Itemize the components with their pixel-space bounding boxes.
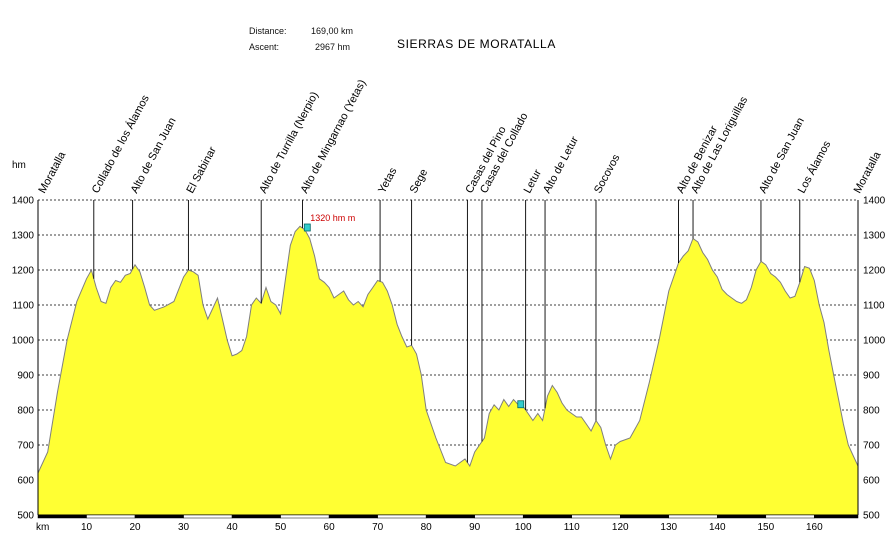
y-tick-label-right: 800 xyxy=(863,406,880,417)
annotations: 1320 hm m xyxy=(303,213,525,409)
ascent-label: Ascent: xyxy=(249,42,280,52)
x-tick-label: 10 xyxy=(81,522,93,533)
ascent-value: 2967 hm xyxy=(315,42,351,52)
x-tick-label: 160 xyxy=(806,522,823,533)
scale-bar-segment xyxy=(765,514,815,519)
scale-bar-segment xyxy=(425,514,475,519)
scale-bar-segment xyxy=(86,514,136,519)
x-tick-label: 130 xyxy=(660,522,677,533)
y-tick-label-left: 800 xyxy=(17,406,34,417)
waypoint-label: Alto de Letur xyxy=(541,134,581,195)
y-tick-label-right: 900 xyxy=(863,371,880,382)
waypoint-label: Moratalla xyxy=(852,149,884,195)
scale-bar-segment xyxy=(134,514,184,519)
x-tick-label: 50 xyxy=(275,522,287,533)
scale-bar-segment xyxy=(377,514,427,519)
y-tick-label-left: 600 xyxy=(17,476,34,487)
y-tick-label-right: 1200 xyxy=(863,266,886,277)
scale-bar-segment xyxy=(328,514,378,519)
y-tick-label-left: 900 xyxy=(17,371,34,382)
y-axis-label: hm xyxy=(12,160,26,171)
y-tick-label-right: 500 xyxy=(863,511,880,522)
map-marker-icon xyxy=(517,400,525,409)
waypoint-label: Moratalla xyxy=(36,149,68,195)
scale-bar-segment xyxy=(619,514,670,519)
x-tick-label: 120 xyxy=(612,522,629,533)
scale-bar-segment xyxy=(231,514,281,519)
peak-annotation: 1320 hm m xyxy=(310,213,355,223)
y-tick-label-right: 1100 xyxy=(863,301,885,312)
x-tick-label: 40 xyxy=(227,522,239,533)
y-tick-label-left: 1000 xyxy=(12,336,35,347)
scale-bar-segment xyxy=(474,514,524,519)
waypoint-label: Socovos xyxy=(592,152,623,195)
x-tick-label: 30 xyxy=(178,522,190,533)
y-tick-label-left: 1400 xyxy=(12,196,35,207)
y-tick-label-right: 600 xyxy=(863,476,880,487)
scale-bar-segment xyxy=(717,514,767,519)
scale-bar-segment xyxy=(668,514,718,519)
x-axis-label: km xyxy=(36,522,49,533)
x-tick-label: 20 xyxy=(129,522,141,533)
scale-bar-segment xyxy=(814,514,859,519)
x-tick-label: 80 xyxy=(421,522,433,533)
profile-area xyxy=(37,225,859,516)
y-tick-label-right: 1000 xyxy=(863,336,886,347)
y-tick-label-left: 1100 xyxy=(12,301,34,312)
waypoint-label: Letur xyxy=(522,167,545,195)
y-tick-label-left: 700 xyxy=(17,441,34,452)
y-tick-label-left: 1300 xyxy=(12,231,35,242)
scale-bar-segment xyxy=(571,514,621,519)
profile-fill xyxy=(38,226,858,516)
axes xyxy=(37,200,859,519)
distance-label: Distance: xyxy=(249,26,287,36)
axis-labels: 500 500 600 600 700 700 800 800 900 900 1000 1000 11… xyxy=(12,160,886,533)
chart-title: SIERRAS DE MORATALLA xyxy=(397,37,556,51)
waypoint-label: Sege xyxy=(408,167,431,195)
x-tick-label: 100 xyxy=(515,522,532,533)
x-tick-label: 60 xyxy=(324,522,336,533)
map-marker-icon xyxy=(303,223,311,232)
scale-bar-segment xyxy=(522,514,572,519)
waypoint-label: Los Álamos xyxy=(795,138,834,195)
profile-line xyxy=(37,225,859,474)
scale-bar-segment xyxy=(280,514,330,519)
scale-bar-segment xyxy=(37,514,87,519)
x-tick-label: 70 xyxy=(372,522,384,533)
y-tick-label-left: 500 xyxy=(17,511,34,522)
x-tick-label: 140 xyxy=(709,522,726,533)
y-tick-label-left: 1200 xyxy=(12,266,35,277)
x-tick-label: 90 xyxy=(469,522,481,533)
waypoint-label: Yetas xyxy=(376,165,400,195)
y-tick-label-right: 1400 xyxy=(863,196,886,207)
y-tick-label-right: 1300 xyxy=(863,231,886,242)
scale-bar-segment xyxy=(183,514,233,519)
x-tick-label: 110 xyxy=(564,522,580,533)
y-tick-label-right: 700 xyxy=(863,441,880,452)
waypoint-label: El Sabinar xyxy=(184,145,219,196)
distance-value: 169,00 km xyxy=(311,26,354,36)
x-tick-label: 150 xyxy=(757,522,774,533)
